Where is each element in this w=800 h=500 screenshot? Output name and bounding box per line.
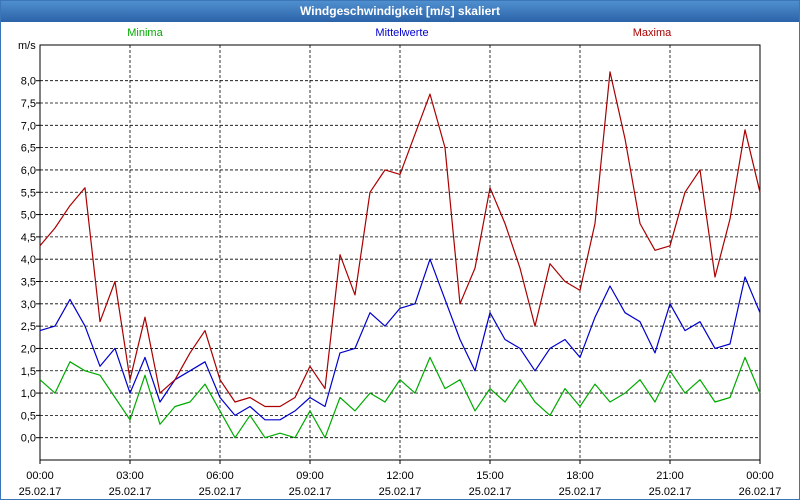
x-tick-time: 03:00 <box>116 470 144 482</box>
y-tick-label: 4,5 <box>21 232 36 244</box>
y-tick-label: 7,0 <box>21 120 36 132</box>
x-tick-date: 25.02.17 <box>649 486 692 498</box>
series-line-maxima <box>39 71 761 408</box>
legend-minima: Minima <box>127 27 163 39</box>
series-line-minima <box>39 356 761 439</box>
chart-title: Windgeschwindigkeit [m/s] skaliert <box>1 1 799 22</box>
y-tick-label: 5,0 <box>21 210 36 222</box>
x-tick-time: 21:00 <box>656 470 684 482</box>
y-tick-label: 7,5 <box>21 98 36 110</box>
x-tick-time: 00:00 <box>746 470 774 482</box>
x-tick-date: 25.02.17 <box>19 486 62 498</box>
x-tick-time: 15:00 <box>476 470 504 482</box>
legend: Minima Mittelwerte Maxima <box>127 27 672 39</box>
y-tick-label: 2,0 <box>21 343 36 355</box>
y-tick-label: 6,0 <box>21 165 36 177</box>
y-axis-label: m/s <box>18 40 36 52</box>
x-tick-date: 25.02.17 <box>289 486 332 498</box>
y-tick-label: 0,5 <box>21 410 36 422</box>
x-tick-time: 09:00 <box>296 470 324 482</box>
x-tick-time: 00:00 <box>26 470 54 482</box>
x-tick-date: 25.02.17 <box>109 486 152 498</box>
x-tick-date: 25.02.17 <box>199 486 242 498</box>
y-tick-label: 2,5 <box>21 321 36 333</box>
x-tick-time: 06:00 <box>206 470 234 482</box>
x-tick-time: 12:00 <box>386 470 414 482</box>
x-tick-date: 26.02.17 <box>739 486 782 498</box>
x-axis: 00:00 25.02.17 03:00 25.02.17 06:00 25.02.17 0… <box>19 460 782 498</box>
x-tick-date: 25.02.17 <box>379 486 422 498</box>
y-tick-label: 1,5 <box>21 366 36 378</box>
y-tick-label: 1,0 <box>21 388 36 400</box>
y-tick-label: 0,0 <box>21 433 36 445</box>
legend-mittelwerte: Mittelwerte <box>375 27 428 39</box>
x-tick-time: 18:00 <box>566 470 594 482</box>
series-line-mittelwerte <box>39 258 761 421</box>
y-tick-label: 5,5 <box>21 187 36 199</box>
y-axis: 0,0 0,5 1,0 1,5 2,0 2,5 3,0 3,5 4,0 4,5 5,0 5,5 6,0 6… <box>21 76 40 445</box>
y-tick-label: 6,5 <box>21 143 36 155</box>
grid-lines <box>40 45 760 460</box>
legend-maxima: Maxima <box>633 27 672 39</box>
x-tick-date: 25.02.17 <box>559 486 602 498</box>
y-tick-label: 8,0 <box>21 76 36 88</box>
y-tick-label: 3,5 <box>21 277 36 289</box>
series-lines <box>39 71 761 439</box>
y-tick-label: 3,0 <box>21 299 36 311</box>
y-tick-label: 4,0 <box>21 254 36 266</box>
x-tick-date: 25.02.17 <box>469 486 512 498</box>
